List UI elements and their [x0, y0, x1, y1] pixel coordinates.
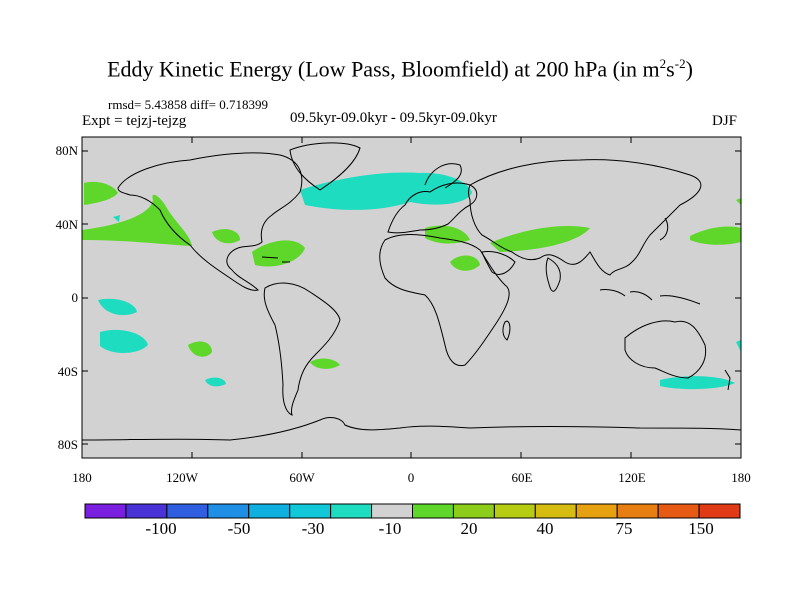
colorbar	[84, 503, 741, 519]
lat-label-40s: 40S	[57, 364, 78, 379]
cyan-region-south-pacific-small	[205, 377, 226, 387]
colorbar-label: 150	[688, 519, 714, 538]
colorbar-swatch	[371, 503, 413, 519]
lon-label-180e: 180	[731, 470, 751, 485]
map-title: Eddy Kinetic Energy (Low Pass, Bloomfiel…	[107, 56, 693, 82]
coast-south-america	[263, 282, 341, 416]
colorbar-swatch	[575, 503, 618, 519]
coast-arabia	[481, 251, 516, 275]
colorbar-swatch	[125, 503, 168, 519]
green-region-north-africa	[450, 255, 480, 271]
cyan-region-north-atlantic	[300, 172, 472, 210]
lat-label-equator: 0	[71, 290, 79, 305]
colorbar-swatch	[330, 503, 373, 519]
season-label: DJF	[712, 113, 738, 129]
colorbar-swatch	[84, 503, 127, 519]
experiment-label: Expt = tejzj-tejzg	[82, 113, 187, 129]
green-region-caribbean	[252, 240, 305, 267]
lat-label-80s: 80S	[57, 437, 78, 452]
colorbar-swatch	[207, 503, 250, 519]
green-region-gulf-mexico	[212, 229, 240, 244]
lat-label-80n: 80N	[55, 143, 78, 158]
green-region-mediterranean	[425, 225, 470, 244]
green-region-arabia-asia	[490, 225, 590, 252]
colorbar-label: 75	[615, 519, 633, 538]
lon-label-180w: 180	[72, 470, 92, 485]
colorbar-swatch	[493, 503, 536, 519]
colorbar-swatch	[616, 503, 659, 519]
cyan-region-pacific-small-north	[113, 215, 120, 222]
coast-scandinavia	[424, 163, 462, 189]
coast-africa	[379, 234, 510, 367]
axis-ticks	[81, 137, 742, 458]
coast-madagascar	[502, 320, 511, 341]
coast-new-zealand	[724, 369, 731, 391]
lon-label-120w: 120W	[166, 470, 198, 485]
green-region-west-pacific	[690, 226, 741, 245]
colorbar-swatch	[534, 503, 577, 519]
colorbar-label: -50	[227, 519, 251, 538]
cyan-region-tropical-pacific-2	[100, 329, 148, 354]
coast-greenland	[289, 142, 361, 191]
cyan-region-eastern-edge	[736, 340, 741, 352]
colorbar-swatch	[657, 503, 700, 519]
rmsd-diff-stats: rmsd= 5.43858 diff= 0.718399	[108, 97, 268, 112]
coast-indonesia	[599, 289, 701, 305]
green-region-south-atlantic	[310, 358, 340, 369]
coast-japan	[659, 217, 669, 241]
lon-label-0: 0	[407, 470, 415, 485]
green-region-pacific-band	[82, 194, 192, 246]
lon-label-60w: 60W	[289, 470, 315, 485]
lon-label-60e: 60E	[511, 470, 533, 485]
colorbar-label: 40	[536, 519, 554, 538]
period-label: 09.5kyr-09.0kyr - 09.5kyr-09.0kyr	[290, 110, 497, 126]
coast-asia	[468, 159, 702, 276]
coast-australia	[624, 320, 707, 379]
anomaly-fields	[82, 172, 741, 390]
colorbar-swatch	[289, 503, 332, 519]
coast-europe	[387, 182, 478, 234]
cyan-region-tasman-sea	[660, 376, 735, 390]
colorbar-swatch	[166, 503, 209, 519]
colorbar-label: 20	[460, 519, 478, 538]
coastlines	[81, 142, 742, 441]
colorbar-swatch	[698, 503, 741, 519]
colorbar-swatch	[412, 503, 454, 519]
colorbar-label: -10	[378, 519, 402, 538]
coast-north-america	[117, 152, 303, 291]
colorbar-swatch	[452, 503, 495, 519]
colorbar-label: -30	[301, 519, 325, 538]
coast-antarctica	[81, 417, 742, 441]
coast-caribbean-islands	[261, 256, 290, 263]
colorbar-label: -100	[145, 519, 177, 538]
colorbar-swatch	[248, 503, 291, 519]
lat-label-40n: 40N	[55, 217, 78, 232]
green-region-south-pacific	[188, 341, 212, 357]
coast-india	[545, 257, 561, 292]
cyan-region-tropical-pacific-1	[98, 298, 137, 316]
green-region-north-pacific	[84, 181, 118, 205]
green-region-east-pacific-edge	[736, 198, 741, 205]
lon-label-120e: 120E	[618, 470, 646, 485]
